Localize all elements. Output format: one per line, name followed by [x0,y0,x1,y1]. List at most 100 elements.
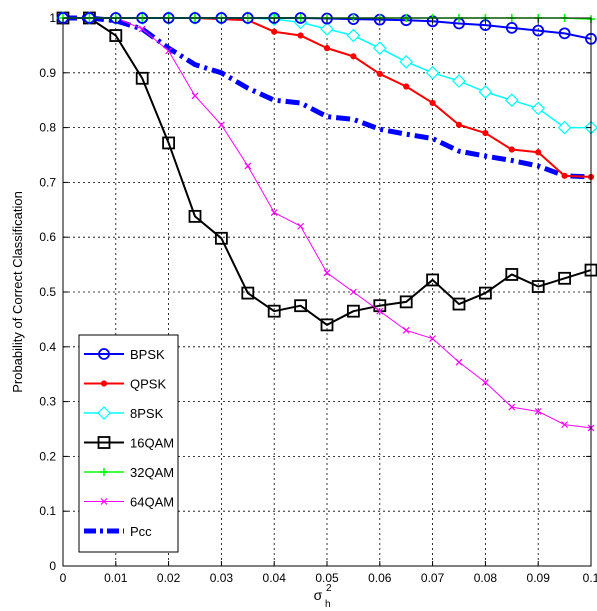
data-point-64qam [508,403,516,411]
square-marker [241,286,255,300]
square-marker [558,271,571,285]
diamond-marker [504,93,519,108]
square-marker [267,304,281,318]
x-marker [561,421,569,429]
legend-label-32qam: 32QAM [130,465,174,480]
legend-label-pcc: Pcc [130,524,152,539]
plus-marker [100,468,108,476]
y-tick-label: 0.6 [39,230,56,244]
y-tick-label: 0.2 [39,449,56,463]
data-point-8psk [452,74,466,88]
dot-marker [561,172,568,179]
legend-label-bpsk: BPSK [130,347,165,362]
x-marker [534,408,542,415]
x-marker [165,47,173,55]
data-point-8psk [531,101,546,116]
data-point-8psk [504,93,519,108]
circle-marker [505,21,518,34]
series-line-16qam [63,17,592,326]
x-tick-label: 0.06 [368,571,392,585]
data-point-16qam [294,299,308,313]
y-tick-label: 0.1 [39,504,56,518]
data-point-qpsk [455,121,463,128]
square-marker [135,71,149,85]
square-marker [188,209,202,223]
legend-item-32qam: 32QAM [84,465,174,480]
data-point-64qam [561,421,569,429]
data-point-16qam [346,304,360,318]
legend-item-pcc: Pcc [84,524,152,539]
x-tick-label: 0 [60,571,67,585]
diamond-marker [531,101,546,116]
data-point-16qam [505,268,519,281]
data-point-64qam [191,92,199,100]
x-tick-label: 0.05 [315,571,339,585]
y-axis-label: Probability of Correct Classification [10,191,25,393]
y-tick-label: 0.3 [39,395,56,409]
square-marker [346,304,360,318]
x-tick-label: 0.07 [421,571,445,585]
square-marker [505,268,519,281]
data-point-16qam [214,231,228,245]
data-point-64qam [297,222,305,230]
x-marker [191,92,199,100]
data-point-64qam [270,209,278,216]
diamond-marker [97,406,111,420]
diamond-marker [320,22,334,36]
data-point-64qam [429,335,437,343]
x-marker [508,403,516,411]
square-marker [452,297,466,311]
y-tick-label: 0.4 [39,340,56,354]
legend-label-64qam: 64QAM [130,495,174,510]
square-marker [97,436,111,449]
x-marker [138,25,146,33]
dot-marker [376,70,383,77]
legend-item-8psk: 8PSK [84,406,164,421]
data-point-qpsk [482,129,489,137]
data-point-64qam [376,307,384,315]
diamond-marker [478,85,493,99]
x-marker [270,209,278,216]
x-marker [402,326,410,334]
x-marker [455,358,463,366]
x-marker [323,269,331,277]
x-tick-label: 0.1 [583,571,597,585]
data-point-64qam [402,326,410,334]
square-marker [320,318,334,332]
data-point-64qam [534,408,542,415]
x-marker [481,378,489,386]
legend-label-16qam: 16QAM [130,436,174,451]
y-tick-label: 1 [49,11,56,25]
legend: BPSK QPSK 8PSK 16QAM 32QAM 64QAM Pcc [78,334,179,553]
diamond-marker [452,74,466,88]
data-point-16qam [135,71,149,85]
data-point-8psk [557,120,572,135]
data-point-16qam [531,280,545,293]
y-tick-label: 0.9 [39,66,56,80]
series-line-pcc [63,15,592,180]
diamond-marker [399,54,414,69]
data-point-qpsk [561,172,568,179]
x-axis-label-sub: h [325,599,331,610]
legend-marker-32qam [100,468,108,476]
dot-marker [350,53,357,60]
y-tick-label: 0.8 [39,121,56,135]
legend-marker-qpsk [100,380,108,387]
x-marker [244,162,252,170]
diamond-marker [557,120,572,135]
diamond-marker [372,41,387,55]
data-point-16qam [558,271,571,285]
square-marker [162,136,176,150]
y-tick-label: 0.5 [39,285,56,299]
dot-marker [297,32,304,39]
data-point-bpsk [505,21,518,34]
dot-marker [271,28,278,35]
data-point-16qam [241,286,255,300]
diamond-marker [346,28,361,43]
circle-marker [98,348,110,360]
y-tick-label: 0 [49,559,56,573]
data-point-64qam [481,378,489,386]
x-marker [429,335,437,343]
legend-item-bpsk: BPSK [84,347,165,362]
